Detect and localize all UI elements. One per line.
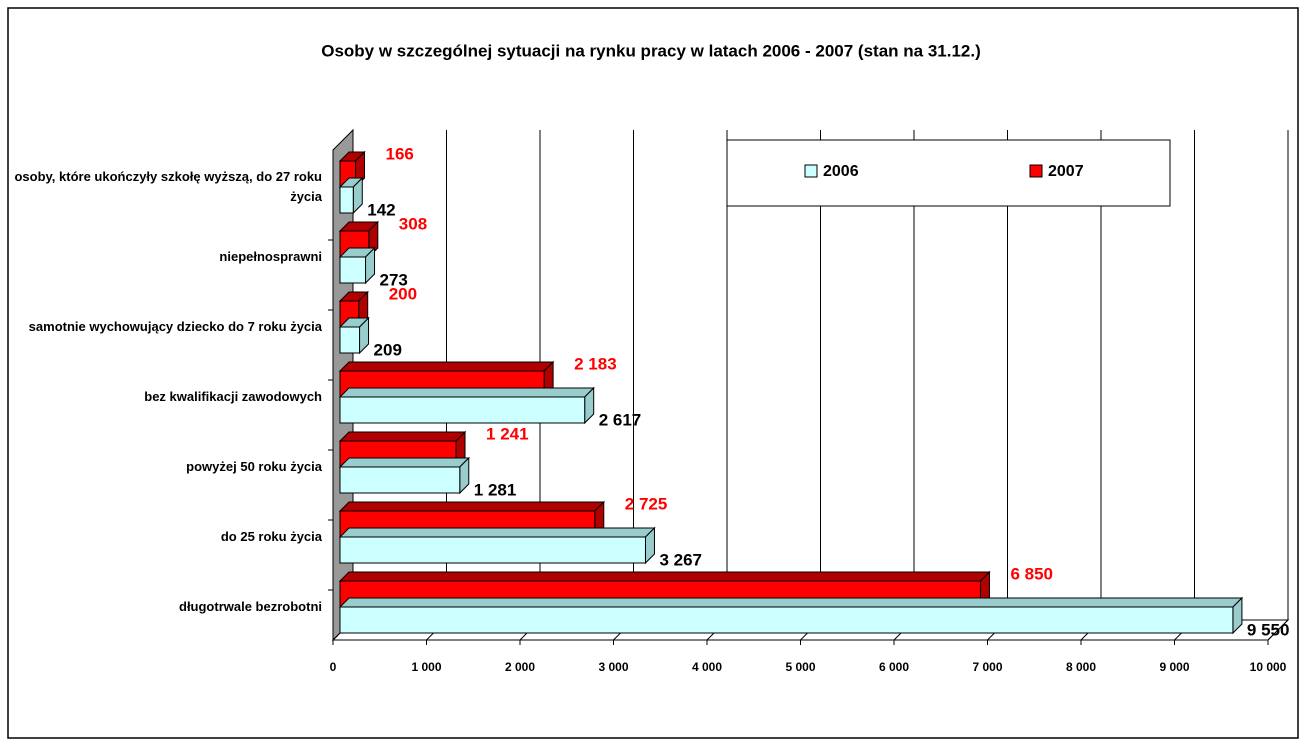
- bar-front: [339, 326, 361, 354]
- data-label: 2 183: [574, 354, 617, 373]
- data-label: 2 725: [625, 494, 668, 513]
- bar-front: [339, 396, 586, 424]
- x-tick-label: 5 000: [785, 660, 815, 674]
- y-tick-label: niepełnosprawni: [219, 249, 322, 264]
- bar-top: [338, 597, 1244, 608]
- x-tick-label: 6 000: [879, 660, 909, 674]
- bar-front: [339, 466, 461, 494]
- bar-front: [339, 256, 367, 284]
- legend-label: 2006: [823, 163, 859, 180]
- x-tick-label: 10 000: [1250, 660, 1287, 674]
- data-label: 3 267: [659, 550, 702, 569]
- bar: [338, 246, 376, 285]
- bar-top: [338, 527, 656, 538]
- bar: [338, 456, 470, 495]
- x-tick-label: 8 000: [1066, 660, 1096, 674]
- legend-label: 2007: [1048, 163, 1084, 180]
- bar-top: [338, 501, 605, 512]
- bar-top: [338, 457, 470, 468]
- y-tick-label: do 25 roku życia: [220, 529, 322, 544]
- x-tick-label: 7 000: [972, 660, 1002, 674]
- x-tick-label: 2 000: [505, 660, 535, 674]
- bar: [338, 386, 595, 425]
- y-tick-label: samotnie wychowujący dziecko do 7 roku ż…: [28, 319, 322, 334]
- x-tick-label: 3 000: [598, 660, 628, 674]
- data-label: 2 617: [599, 410, 642, 429]
- y-tick-label: bez kwalifikacji zawodowych: [144, 389, 322, 404]
- data-label: 6 850: [1010, 564, 1053, 583]
- x-tick-label: 4 000: [692, 660, 722, 674]
- data-label: 1 241: [486, 424, 529, 443]
- y-tick-label: powyżej 50 roku życia: [186, 459, 322, 474]
- x-tick-label: 9 000: [1159, 660, 1189, 674]
- grid-line-floor: [1267, 619, 1289, 641]
- bar-front: [339, 186, 354, 214]
- bar: [338, 176, 364, 215]
- x-tick-label: 1 000: [411, 660, 441, 674]
- bar-top: [338, 387, 595, 398]
- bar: [338, 316, 370, 355]
- chart-title: Osoby w szczególnej sytuacji na rynku pr…: [321, 41, 981, 60]
- bar: [338, 596, 1244, 635]
- legend-box: [726, 139, 1171, 207]
- legend-swatch: [804, 164, 818, 178]
- data-label: 142: [367, 200, 395, 219]
- legend: 2006 2007: [726, 139, 1171, 207]
- bar-top: [338, 571, 991, 582]
- bar-top: [338, 361, 555, 372]
- y-tick-label: długotrwale bezrobotni: [179, 599, 322, 614]
- data-label: 166: [386, 144, 414, 163]
- legend-swatch: [1029, 164, 1043, 178]
- data-label: 1 281: [474, 480, 517, 499]
- x-tick-label: 0: [330, 660, 337, 674]
- data-label: 273: [380, 270, 408, 289]
- data-label: 9 550: [1247, 620, 1290, 639]
- bar: [338, 526, 656, 565]
- bar-front: [339, 606, 1234, 634]
- data-label: 200: [389, 284, 417, 303]
- bar-top: [338, 431, 467, 442]
- data-label: 308: [399, 214, 427, 233]
- bar-front: [339, 536, 646, 564]
- data-label: 209: [374, 340, 402, 359]
- y-tick-label: osoby, które ukończyły szkołę wyższą, do…: [14, 169, 322, 204]
